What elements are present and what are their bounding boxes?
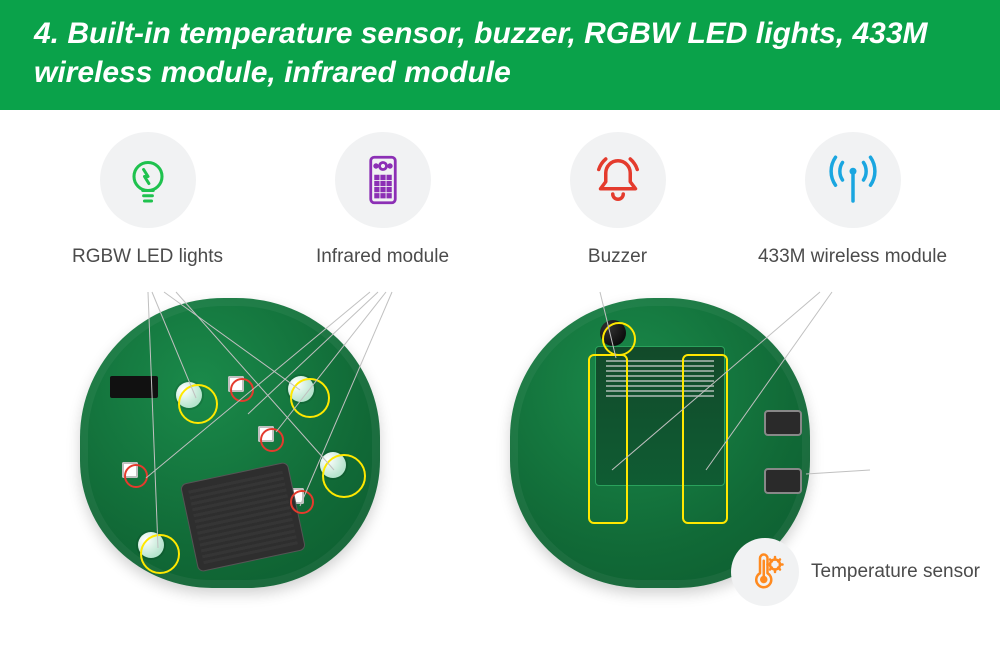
feature-rgbw: RGBW LED lights [48,132,248,268]
feature-label-rgbw: RGBW LED lights [72,246,223,268]
thermometer-icon [731,538,799,606]
feature-label-ir: Infrared module [316,246,449,268]
temp-sensor-label: Temperature sensor [811,561,980,583]
bulb-icon [100,132,196,228]
feature-label-buzzer: Buzzer [588,246,647,268]
feature-label-wireless: 433M wireless module [758,246,947,268]
feature-buzzer: Buzzer [518,132,718,268]
feature-ir: Infrared module [283,132,483,268]
antenna-icon [805,132,901,228]
bell-icon [570,132,666,228]
esp-chip [180,462,306,573]
feature-wireless: 433M wireless module [753,132,953,268]
features-row: RGBW LED lights Infra [0,110,1000,268]
pcb-area: Temperature sensor [0,268,1000,608]
temp-sensor-callout: Temperature sensor [731,538,980,606]
banner-title: 4. Built-in temperature sensor, buzzer, … [0,0,1000,110]
remote-icon [335,132,431,228]
pcb-front [80,298,380,588]
